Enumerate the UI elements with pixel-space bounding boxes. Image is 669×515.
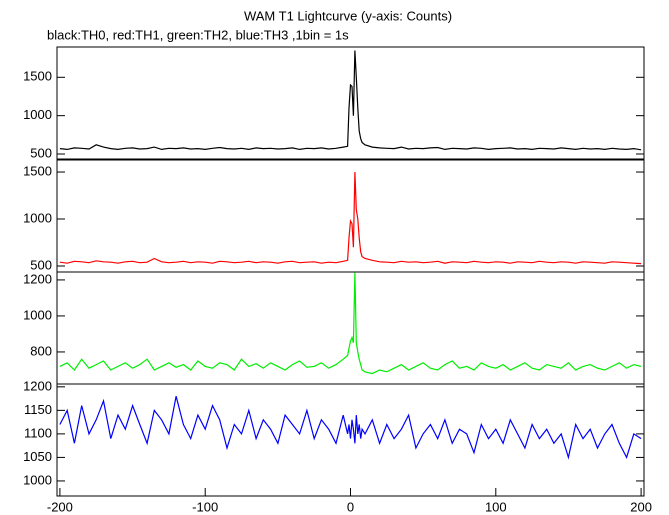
chart-title: WAM T1 Lightcurve (y-axis: Counts): [244, 8, 452, 23]
x-tick-label: 0: [347, 499, 354, 514]
y-tick-label: 500: [30, 145, 52, 160]
x-tick-label: 200: [630, 499, 652, 514]
data-line: [59, 272, 642, 375]
y-tick-label: 1000: [23, 307, 52, 322]
y-tick-label: 800: [30, 343, 52, 358]
y-tick-label: 1000: [23, 210, 52, 225]
y-tick-label: 1050: [23, 449, 52, 464]
chart-subtitle: black:TH0, red:TH1, green:TH2, blue:TH3 …: [47, 27, 349, 42]
panel-frame: [56, 383, 645, 497]
y-tick-label: 1500: [23, 69, 52, 84]
data-line: [59, 171, 642, 265]
x-tick-label: -100: [192, 499, 218, 514]
y-tick-label: 1200: [23, 271, 52, 286]
y-tick-label: 1000: [23, 472, 52, 487]
data-line: [59, 50, 642, 151]
y-tick-label: 1000: [23, 107, 52, 122]
y-tick-label: 1100: [24, 425, 52, 440]
y-tick-label: 1200: [23, 378, 52, 393]
data-line: [59, 396, 642, 460]
x-tick-label: -200: [47, 499, 73, 514]
y-tick-label: 500: [30, 257, 52, 272]
y-tick-label: 1500: [23, 163, 52, 178]
panel-frame: [56, 46, 645, 160]
x-tick-label: 100: [485, 499, 507, 514]
y-tick-label: 1150: [24, 402, 52, 417]
panel-frame: [56, 159, 645, 273]
